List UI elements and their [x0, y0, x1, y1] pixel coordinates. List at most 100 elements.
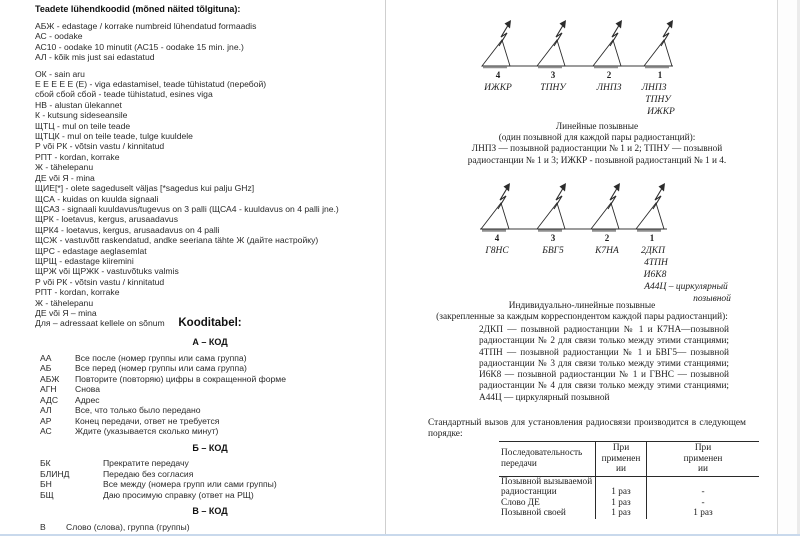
code-abbrev: АБ	[40, 363, 52, 373]
code-row: АГН Снова	[40, 384, 385, 395]
linear-callsigns-caption: Линейные позывные (один позывной для каж…	[467, 122, 727, 166]
left-page: Teadete lühendkoodid (mõned näited tõlgi…	[0, 0, 385, 536]
right-page-edge-line	[777, 0, 778, 536]
code-abbrev: БЛИНД	[40, 468, 70, 479]
callsign-label: 4ТПН	[644, 258, 669, 268]
abbrev-line: ЩРК4 - loetavus, kergus, arusaadavus on …	[35, 224, 220, 235]
scrollbar-track[interactable]	[797, 0, 800, 536]
code-abbrev: АС	[40, 426, 52, 436]
code-section-heading: В – КОД	[192, 506, 228, 516]
abbrev-line: АС10 - oodake 10 minutit (АС15 - oodake …	[35, 41, 244, 52]
table-header-row: Последовательность передачи При применен …	[499, 441, 759, 477]
table-row: Слово ДЕ 1 раз -	[499, 497, 759, 508]
abbrev-line: ЩТЦ - mul on teile teade	[35, 120, 131, 131]
table-row: Позывной вызываемой радиостанции 1 раз -	[499, 476, 759, 498]
antenna-triangle-icon	[481, 39, 511, 67]
code-abbrev: БН	[40, 479, 52, 489]
code-description: Прекратите передачу	[103, 458, 189, 468]
arrowhead-icon	[559, 183, 566, 192]
callsign-label: ТПНУ	[645, 95, 672, 105]
call-sequence-table-wrap: Последовательность передачи При применен …	[499, 441, 759, 519]
lightning-arrow-icon	[553, 184, 566, 210]
table-cell: 1 раз	[693, 508, 713, 518]
code-abbrev: АГН	[40, 384, 57, 394]
callsign-label: Г8НС	[484, 246, 509, 256]
code-section-heading: Б – КОД	[192, 442, 228, 453]
arrowhead-icon	[658, 183, 665, 192]
callsign-label: К7НА	[594, 246, 619, 256]
abbrev-line: ЩСЖ - vastuvõtt raskendatud, andke seeri…	[35, 235, 319, 246]
antenna-triangle-icon	[536, 202, 566, 230]
station-number: 3	[551, 70, 556, 80]
station-number: 4	[495, 233, 500, 243]
abbrev-line: АЛ - kõik mis just sai edastatud	[35, 52, 155, 63]
abbrev-line: К - kutsung sideseansile	[35, 110, 128, 121]
code-abbrev: АА	[40, 352, 52, 363]
code-description: Снова	[75, 384, 100, 394]
code-row: АДС Адрес	[40, 395, 385, 406]
station-number: 3	[551, 233, 556, 243]
table-header-cell: При применен ии	[646, 441, 759, 477]
arrowhead-icon	[504, 20, 511, 29]
abbreviation-list: АБЖ - edastage / korrake numbreid lühend…	[35, 21, 381, 329]
antenna-triangle-icon	[643, 39, 673, 67]
antenna-triangle-icon	[635, 202, 665, 230]
code-description: Все перед (номер группы или сама группа)	[75, 363, 247, 373]
code-abbrev: АДС	[40, 394, 59, 405]
abbrev-line: Ж - tähelepanu	[35, 297, 94, 308]
abbrev-line: сбой сбой сбой - teade tühistatud, esine…	[35, 89, 213, 100]
callsign-label: ИЖКР	[483, 83, 512, 93]
station-number: 1	[650, 233, 655, 243]
viewport-bottom-strip	[0, 534, 800, 536]
abbrev-line: ЩРК - loetavus, kergus, arusaadavus	[35, 214, 178, 225]
abbrev-line: Ж - tähelepanu	[35, 162, 94, 173]
code-abbrev: В	[40, 521, 46, 532]
table-cell: -	[701, 497, 705, 508]
abbrev-line: ЩТЦК - mul on teile teade, tulge kuuldel…	[35, 131, 193, 142]
code-abbrev: БЩ	[40, 489, 54, 500]
code-row: АС Ждите (указывается сколько минут)	[40, 426, 385, 437]
callsign-label: позывной	[693, 293, 731, 304]
lightning-arrow-icon	[652, 184, 665, 210]
code-row: БЛИНД Передаю без согласия	[40, 469, 385, 480]
table-cell: -	[701, 487, 705, 497]
lightning-arrow-icon	[498, 21, 511, 47]
arrowhead-icon	[666, 20, 673, 29]
antenna-triangle-icon	[590, 202, 620, 230]
arrowhead-icon	[615, 20, 622, 29]
code-row: В Слово (слова), группа (группы)	[40, 522, 385, 533]
abbrev-line: ОК - sain aru	[35, 68, 85, 79]
standard-call-paragraph: Стандартный вызов для установления радио…	[428, 418, 746, 440]
callsign-label: 2ДКП	[641, 246, 666, 256]
lightning-arrow-icon	[607, 184, 620, 210]
code-row: БК Прекратите передачу	[40, 458, 385, 469]
arrowhead-icon	[613, 183, 620, 192]
abbrev-line: НВ - alustan ülekannet	[35, 99, 122, 110]
abbrev-line: РПТ - kordan, korrake	[35, 287, 120, 298]
antenna-triangle-icon	[592, 39, 622, 67]
individual-callsigns-body: 2ДКП — позывной радиостанции № 1 и К7НА—…	[479, 325, 729, 403]
abbrev-line: ЩРЖ või ЩРЖК - vastuvõtuks valmis	[35, 266, 179, 277]
abbrev-line: ЩСА3 - signaali kuuldavus/tugevus on 3 p…	[35, 203, 339, 214]
code-description: Все после (номер группы или сама группа)	[75, 352, 247, 363]
code-description: Передаю без согласия	[103, 468, 194, 479]
callsign-label: БВГ5	[541, 246, 564, 256]
callsign-label: ИЖКР	[646, 107, 675, 117]
table-cell: Позывной своей	[501, 508, 566, 518]
table-cell: Слово ДЕ	[501, 497, 540, 508]
abbrev-line: ЩРС - edastage aeglasemlat	[35, 245, 147, 256]
antenna-triangle-icon	[480, 202, 510, 230]
station-number: 1	[658, 70, 663, 80]
code-row: АР Конец передачи, ответ не требуется	[40, 416, 385, 427]
table-cell: Позывной вызываемой радиостанции	[501, 476, 593, 498]
code-row: АБ Все перед (номер группы или сама групп…	[40, 363, 385, 374]
code-section-heading: А – КОД	[192, 337, 228, 347]
code-sections: А – КОД АА Все после (номер группы или сам…	[35, 337, 385, 538]
code-description: Конец передачи, ответ не требуется	[75, 415, 220, 426]
code-row: АБЖ Повторите (повторяю) цифры в сокращен…	[40, 374, 385, 385]
code-row: АА Все после (номер группы или сама групп…	[40, 353, 385, 364]
right-margin-area	[778, 0, 800, 536]
code-description: Даю просимую справку (ответ на РЩ)	[103, 489, 254, 500]
code-description: Все, что только было передано	[75, 405, 201, 415]
